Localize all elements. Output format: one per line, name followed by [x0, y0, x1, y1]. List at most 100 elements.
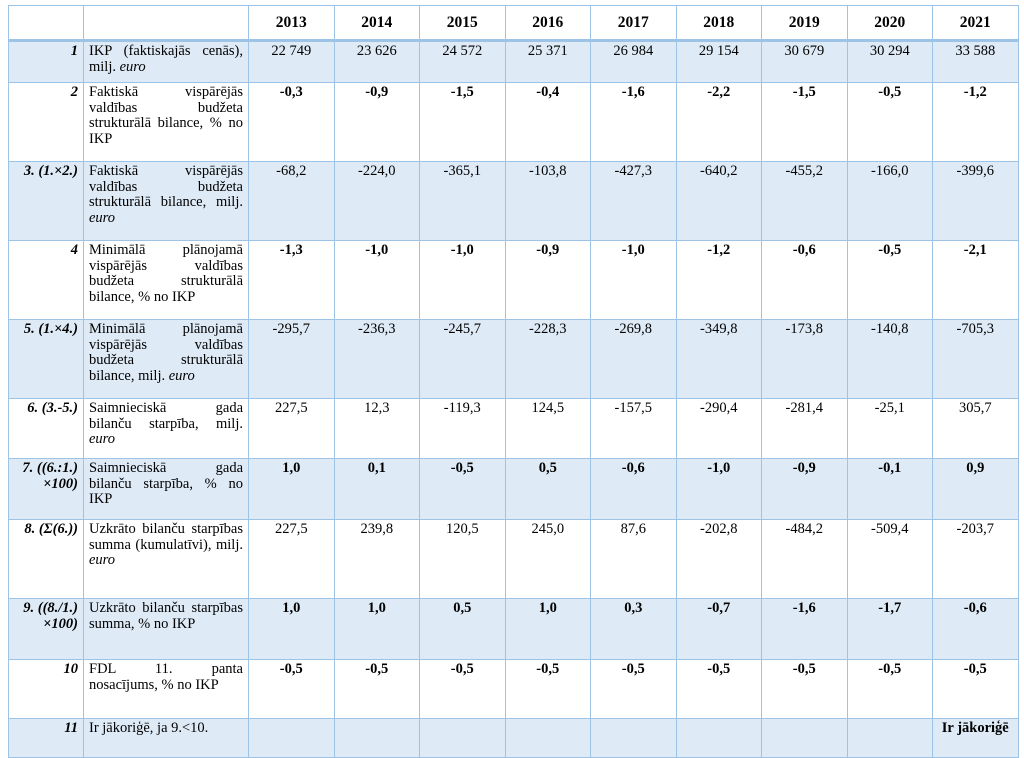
budget-balance-table: 2013 2014 2015 2016 2017 2018 2019 2020 … — [8, 5, 1019, 758]
cell-value — [248, 718, 335, 758]
cell-value: 23 626 — [333, 40, 420, 83]
cell-value: -1,0 — [590, 240, 677, 320]
row-description: FDL 11. panta nosacījums, % no IKP — [83, 659, 249, 719]
row-number: 3. (1.×2.) — [8, 161, 84, 241]
row-description-text: Saimnieciskā gada bilanču starpība, milj… — [89, 400, 243, 432]
row-description: Faktiskā vispārējās valdības budžeta str… — [83, 161, 249, 241]
cell-value: -365,1 — [419, 161, 506, 241]
cell-value: -1,0 — [419, 240, 506, 320]
header-year: 2019 — [761, 5, 848, 42]
header-year: 2016 — [504, 5, 591, 42]
cell-value: 33 588 — [932, 40, 1019, 83]
cell-value — [846, 718, 933, 758]
row-description: Uzkrāto bilanču starpības summa (kumulat… — [83, 519, 249, 599]
row-description-text: IKP (faktiskajās cenās), milj. — [89, 43, 243, 75]
cell-value: -1,0 — [675, 458, 762, 520]
cell-value: -0,1 — [846, 458, 933, 520]
row-description-text: FDL 11. panta nosacījums, % no IKP — [89, 661, 243, 693]
row-description-text: Minimālā plānojamā vispārējās valdības b… — [89, 321, 243, 384]
row-description-unit: euro — [119, 58, 146, 75]
header-year: 2013 — [248, 5, 335, 42]
cell-value: -295,7 — [248, 319, 335, 399]
cell-value: 29 154 — [675, 40, 762, 83]
row-description: Faktiskā vispārējās valdības budžeta str… — [83, 82, 249, 162]
cell-value: -0,6 — [932, 598, 1019, 660]
cell-value: -0,5 — [419, 458, 506, 520]
cell-value: -68,2 — [248, 161, 335, 241]
cell-value: -0,5 — [675, 659, 762, 719]
cell-value: 24 572 — [419, 40, 506, 83]
row-number: 4 — [8, 240, 84, 320]
cell-value: 12,3 — [333, 398, 420, 459]
cell-value — [419, 718, 506, 758]
cell-value: -0,5 — [846, 82, 933, 162]
budget-balance-table-container: 2013 2014 2015 2016 2017 2018 2019 2020 … — [8, 5, 1019, 758]
cell-value: -1,5 — [761, 82, 848, 162]
table-row: 4 Minimālā plānojamā vispārējās valdības… — [8, 240, 1019, 320]
row-description-unit: euro — [168, 367, 195, 384]
cell-value: -202,8 — [675, 519, 762, 599]
cell-value: 0,5 — [504, 458, 591, 520]
cell-value: -0,3 — [248, 82, 335, 162]
cell-value: -399,6 — [932, 161, 1019, 241]
table-row: 1 IKP (faktiskajās cenās), milj. euro 22… — [8, 40, 1019, 83]
cell-value: -1,2 — [675, 240, 762, 320]
table-row: 6. (3.-5.) Saimnieciskā gada bilanču sta… — [8, 398, 1019, 459]
cell-value: -0,6 — [761, 240, 848, 320]
cell-value: -0,6 — [590, 458, 677, 520]
table-row: 7. ((6.:1.) ×100) Saimnieciskā gada bila… — [8, 458, 1019, 520]
cell-value: -119,3 — [419, 398, 506, 459]
row-number: 2 — [8, 82, 84, 162]
cell-value: -0,9 — [504, 240, 591, 320]
cell-value: -349,8 — [675, 319, 762, 399]
cell-value: -140,8 — [846, 319, 933, 399]
table-row: 2 Faktiskā vispārējās valdības budžeta s… — [8, 82, 1019, 162]
correction-required-flag: Ir jākoriģē — [932, 718, 1019, 758]
header-empty-desc — [83, 5, 249, 42]
header-year: 2017 — [590, 5, 677, 42]
cell-value: -1,5 — [419, 82, 506, 162]
cell-value — [590, 718, 677, 758]
cell-value: -0,9 — [761, 458, 848, 520]
row-number: 6. (3.-5.) — [8, 398, 84, 459]
cell-value: 0,1 — [333, 458, 420, 520]
header-year: 2015 — [419, 5, 506, 42]
cell-value: -1,0 — [333, 240, 420, 320]
row-description: Saimnieciskā gada bilanču starpība, % no… — [83, 458, 249, 520]
row-description-text: Faktiskā vispārējās valdības budžeta str… — [89, 163, 243, 210]
row-number: 5. (1.×4.) — [8, 319, 84, 399]
header-year: 2014 — [333, 5, 420, 42]
cell-value: -427,3 — [590, 161, 677, 241]
row-description-text: Faktiskā vispārējās valdības budžeta str… — [89, 84, 243, 147]
cell-value: -2,2 — [675, 82, 762, 162]
cell-value: -103,8 — [504, 161, 591, 241]
cell-value: 227,5 — [248, 519, 335, 599]
cell-value: -1,2 — [932, 82, 1019, 162]
cell-value: -640,2 — [675, 161, 762, 241]
row-description: Saimnieciskā gada bilanču starpība, milj… — [83, 398, 249, 459]
cell-value: -245,7 — [419, 319, 506, 399]
cell-value: -0,5 — [932, 659, 1019, 719]
cell-value: -0,5 — [419, 659, 506, 719]
table-row: 5. (1.×4.) Minimālā plānojamā vispārējās… — [8, 319, 1019, 399]
row-number: 1 — [8, 40, 84, 83]
cell-value: -0,5 — [846, 659, 933, 719]
cell-value: 227,5 — [248, 398, 335, 459]
cell-value: -1,6 — [590, 82, 677, 162]
row-description: IKP (faktiskajās cenās), milj. euro — [83, 40, 249, 83]
cell-value: 1,0 — [333, 598, 420, 660]
cell-value: 87,6 — [590, 519, 677, 599]
cell-value: 239,8 — [333, 519, 420, 599]
row-description: Ir jākoriģē, ja 9.<10. — [83, 718, 249, 758]
cell-value — [675, 718, 762, 758]
cell-value: -224,0 — [333, 161, 420, 241]
cell-value: 26 984 — [590, 40, 677, 83]
cell-value: -1,3 — [248, 240, 335, 320]
cell-value: -2,1 — [932, 240, 1019, 320]
cell-value: 0,3 — [590, 598, 677, 660]
cell-value: 124,5 — [504, 398, 591, 459]
table-body: 1 IKP (faktiskajās cenās), milj. euro 22… — [8, 40, 1019, 758]
cell-value: -0,5 — [504, 659, 591, 719]
row-number: 8. (Σ(6.)) — [8, 519, 84, 599]
row-description-text: Minimālā plānojamā vispārējās valdības b… — [89, 242, 243, 305]
